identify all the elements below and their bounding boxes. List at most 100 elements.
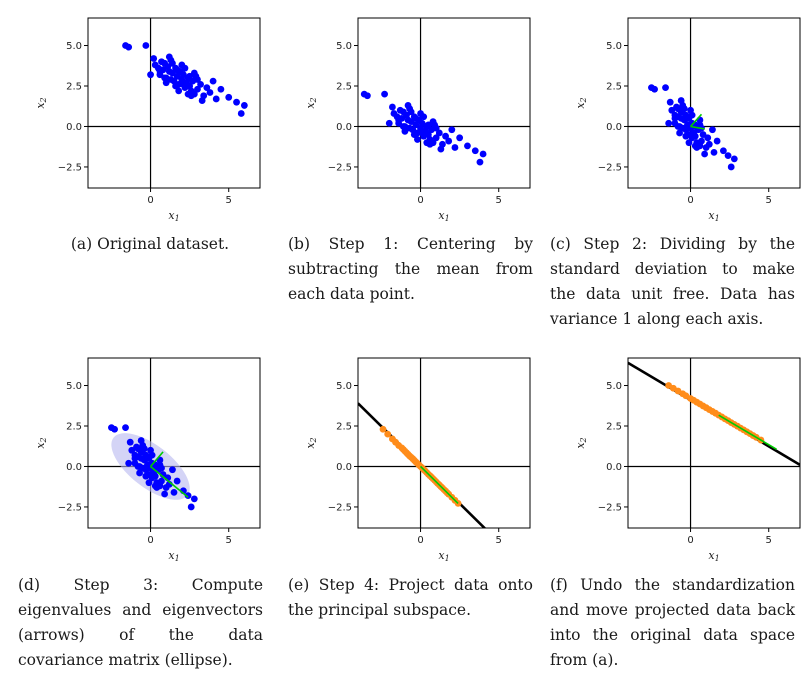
y-tick-label: 0.0 [336, 462, 352, 473]
y-tick-label: −2.5 [58, 162, 82, 173]
eigenvector-arrow [690, 125, 705, 130]
caption-c: (c) Step 2: Dividing by the standard dev… [550, 235, 795, 328]
data-point [451, 144, 459, 151]
x-axis-label: x1 [708, 209, 719, 223]
y-tick-label: 5.0 [606, 41, 622, 52]
y-tick-label: −2.5 [598, 162, 622, 173]
data-point [417, 110, 424, 117]
data-point [197, 80, 204, 88]
data-point [671, 114, 679, 122]
data-point [687, 106, 694, 114]
x-tick-label: 0 [687, 195, 693, 206]
data-point [165, 53, 173, 61]
data-point [691, 142, 699, 150]
data-point [144, 453, 151, 461]
panel-e: 0 5 −2.5 0.0 2.5 5.0 x1 x2 (e) Step 4: Project … [270, 340, 540, 683]
data-point [727, 163, 735, 171]
data-point [414, 136, 421, 143]
data-point [688, 131, 696, 138]
data-point [677, 97, 685, 104]
data-point [476, 158, 484, 166]
data-point [407, 108, 415, 116]
data-point [169, 59, 176, 67]
data-point [713, 137, 721, 145]
x-tick-label: 0 [417, 535, 423, 546]
panel-f: 0 5 −2.5 0.0 2.5 5.0 x1 x2 (f) Undo the standar… [540, 340, 811, 683]
data-point [225, 93, 233, 101]
data-point [172, 82, 179, 90]
caption-e: (e) Step 4: Project data onto the princi… [288, 576, 533, 619]
data-point [710, 148, 718, 156]
data-point [212, 95, 220, 103]
data-point [142, 42, 150, 49]
data-point [448, 126, 456, 134]
data-point [111, 425, 118, 433]
x-axis-label: x1 [438, 549, 449, 563]
data-point [184, 90, 192, 98]
data-point [187, 503, 195, 511]
data-point [136, 469, 144, 477]
plot-area [88, 358, 260, 528]
data-point [175, 87, 183, 95]
panel-c: 0 5 −2.5 0.0 2.5 5.0 x1 x2 (c) Step 2: Dividing… [540, 0, 811, 340]
data-point [125, 459, 133, 467]
data-point [410, 131, 418, 138]
data-point [705, 140, 713, 148]
y-tick-label: 2.5 [66, 422, 82, 433]
data-point [148, 471, 156, 478]
data-point [456, 134, 464, 142]
x-axis-label: x1 [708, 549, 719, 563]
data-point [389, 103, 396, 111]
data-point [169, 466, 176, 474]
data-point [424, 121, 432, 129]
data-point [666, 98, 674, 106]
y-tick-label: 5.0 [606, 381, 622, 392]
data-point [203, 84, 211, 92]
y-axis-label: x2 [574, 437, 588, 448]
plot-area [628, 358, 800, 528]
data-point [445, 137, 453, 145]
y-tick-label: 5.0 [66, 41, 82, 52]
x-tick-label: 5 [766, 195, 772, 206]
data-point [395, 116, 403, 124]
y-axis-label: x2 [34, 97, 48, 108]
data-point [237, 110, 245, 117]
data-point [151, 482, 159, 490]
plot-frame [627, 17, 801, 189]
y-tick-label: 0.0 [66, 462, 82, 473]
y-tick-label: 2.5 [336, 82, 352, 93]
y-tick-label: 5.0 [66, 381, 82, 392]
data-point [145, 479, 153, 487]
data-point [158, 477, 165, 485]
data-point [173, 477, 181, 485]
data-point [651, 85, 658, 93]
x-tick-label: 5 [766, 535, 772, 546]
y-axis-label: x2 [304, 97, 318, 108]
data-point [147, 71, 154, 79]
y-tick-label: 5.0 [336, 41, 352, 52]
data-point [709, 126, 716, 134]
eigenvector-arrow [149, 451, 164, 467]
data-point [125, 43, 133, 51]
plot-frame [87, 357, 261, 529]
data-point [662, 84, 669, 92]
data-point [206, 89, 214, 96]
data-point [719, 147, 727, 155]
data-point [384, 430, 392, 438]
data-point [122, 424, 129, 432]
data-point [173, 66, 181, 74]
plot-e: 0 5 −2.5 0.0 2.5 5.0 x1 x2 [304, 357, 531, 563]
panel-a: 0 5 −2.5 0.0 2.5 5.0 x1 x2 (a) Original dataset… [0, 0, 270, 340]
plot-area [88, 18, 260, 188]
data-point [685, 139, 693, 147]
data-point [730, 155, 738, 163]
plot-frame [87, 17, 261, 189]
caption-f: (f) Undo the standardization and move pr… [550, 576, 795, 669]
data-point [432, 124, 440, 132]
data-point [170, 488, 178, 496]
data-point [233, 98, 240, 106]
y-tick-label: 2.5 [336, 422, 352, 433]
data-point [240, 102, 248, 109]
caption-d: (d) Step 3: Compute eigenvalues and eige… [18, 576, 263, 669]
data-point [665, 119, 673, 127]
